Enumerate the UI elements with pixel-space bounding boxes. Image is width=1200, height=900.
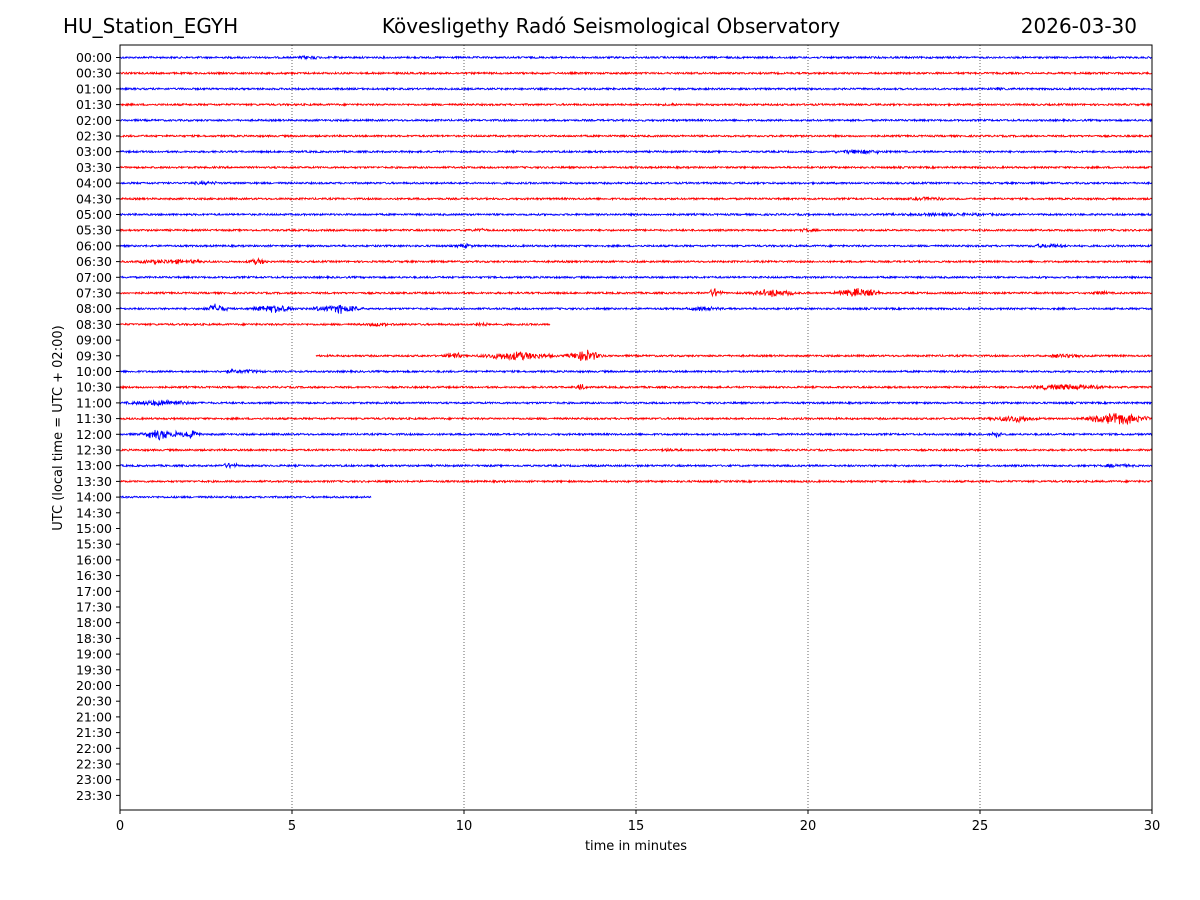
y-tick-label: 07:30	[76, 286, 112, 301]
y-tick-label: 20:30	[76, 694, 112, 709]
x-tick-label: 5	[288, 819, 296, 834]
y-tick-label: 01:00	[76, 81, 112, 96]
trace-0530	[119, 227, 1153, 234]
trace-1230	[119, 447, 1153, 453]
trace-0830	[119, 321, 551, 328]
trace-1000	[119, 368, 1153, 375]
station-name: HU_Station_EGYH	[63, 14, 239, 38]
trace-0730	[119, 287, 1153, 298]
y-tick-label: 11:00	[76, 395, 112, 410]
y-tick-label: 17:00	[76, 584, 112, 599]
trace-0100	[119, 86, 1153, 92]
y-tick-label: 08:00	[76, 301, 112, 316]
y-tick-label: 12:00	[76, 427, 112, 442]
y-tick-label: 18:30	[76, 631, 112, 646]
y-tick-label: 10:00	[76, 364, 112, 379]
trace-0000	[119, 54, 1153, 61]
y-tick-label: 19:30	[76, 662, 112, 677]
y-tick-label: 22:00	[76, 741, 112, 756]
y-tick-label: 15:30	[76, 537, 112, 552]
trace-1330	[119, 479, 1153, 484]
trace-1400	[119, 494, 372, 500]
y-tick-label: 00:00	[76, 50, 112, 65]
trace-1130	[119, 412, 1153, 426]
trace-0930	[315, 349, 1152, 362]
y-tick-label: 15:00	[76, 521, 112, 536]
x-tick-label: 25	[972, 819, 989, 834]
x-tick-label: 30	[1144, 819, 1161, 834]
trace-0400	[119, 179, 1153, 186]
y-tick-label: 18:00	[76, 615, 112, 630]
trace-1300	[119, 462, 1153, 470]
x-tick-label: 20	[800, 819, 817, 834]
trace-0300	[119, 149, 1153, 156]
trace-0200	[119, 117, 1153, 123]
y-tick-label: 16:00	[76, 552, 112, 567]
y-tick-label: 02:30	[76, 129, 112, 144]
y-tick-label: 03:00	[76, 144, 112, 159]
trace-0130	[119, 102, 1153, 108]
y-tick-label: 00:30	[76, 66, 112, 81]
trace-0600	[119, 242, 1153, 250]
y-tick-label: 03:30	[76, 160, 112, 175]
y-tick-label: 09:00	[76, 333, 112, 348]
y-tick-label: 06:30	[76, 254, 112, 269]
trace-0430	[119, 196, 1153, 202]
y-tick-label: 20:00	[76, 678, 112, 693]
grid-lines	[291, 45, 981, 810]
x-axis: 0 5 10 15 20 25 30	[116, 810, 1160, 834]
y-tick-label: 10:30	[76, 380, 112, 395]
trace-0330	[119, 165, 1153, 170]
trace-0700	[119, 274, 1153, 280]
y-axis-label: UTC (local time = UTC + 02:00)	[51, 325, 66, 530]
y-tick-label: 11:30	[76, 411, 112, 426]
y-axis: 00:0000:3001:0001:3002:0002:3003:0003:30…	[76, 50, 120, 803]
trace-1200	[119, 429, 1153, 441]
y-tick-label: 21:30	[76, 725, 112, 740]
x-axis-label: time in minutes	[585, 839, 687, 854]
y-tick-label: 01:30	[76, 97, 112, 112]
y-tick-label: 02:00	[76, 113, 112, 128]
trace-1030	[119, 383, 1153, 391]
trace-0230	[119, 133, 1153, 139]
y-tick-label: 05:00	[76, 207, 112, 222]
trace-group	[119, 54, 1153, 500]
trace-0030	[119, 70, 1153, 76]
y-tick-label: 22:30	[76, 757, 112, 772]
chart-title: Kövesligethy Radó Seismological Observat…	[381, 14, 841, 38]
x-tick-label: 15	[628, 819, 645, 834]
x-tick-label: 10	[456, 819, 473, 834]
x-tick-label: 0	[116, 819, 124, 834]
y-tick-label: 06:00	[76, 238, 112, 253]
y-tick-label: 23:30	[76, 788, 112, 803]
y-tick-label: 17:30	[76, 600, 112, 615]
y-tick-label: 23:00	[76, 772, 112, 787]
y-tick-label: 14:30	[76, 505, 112, 520]
chart-date: 2026-03-30	[1020, 14, 1137, 38]
y-tick-label: 09:30	[76, 348, 112, 363]
trace-0500	[119, 211, 1153, 218]
y-tick-label: 05:30	[76, 223, 112, 238]
y-tick-label: 04:30	[76, 191, 112, 206]
y-tick-label: 04:00	[76, 176, 112, 191]
trace-0800	[119, 303, 1153, 315]
y-tick-label: 19:00	[76, 647, 112, 662]
y-tick-label: 13:00	[76, 458, 112, 473]
y-tick-label: 21:00	[76, 709, 112, 724]
y-tick-label: 14:00	[76, 490, 112, 505]
trace-0630	[119, 256, 1153, 266]
y-tick-label: 07:00	[76, 270, 112, 285]
y-tick-label: 08:30	[76, 317, 112, 332]
trace-1100	[119, 399, 1153, 407]
y-tick-label: 13:30	[76, 474, 112, 489]
y-tick-label: 16:30	[76, 568, 112, 583]
y-tick-label: 12:30	[76, 443, 112, 458]
